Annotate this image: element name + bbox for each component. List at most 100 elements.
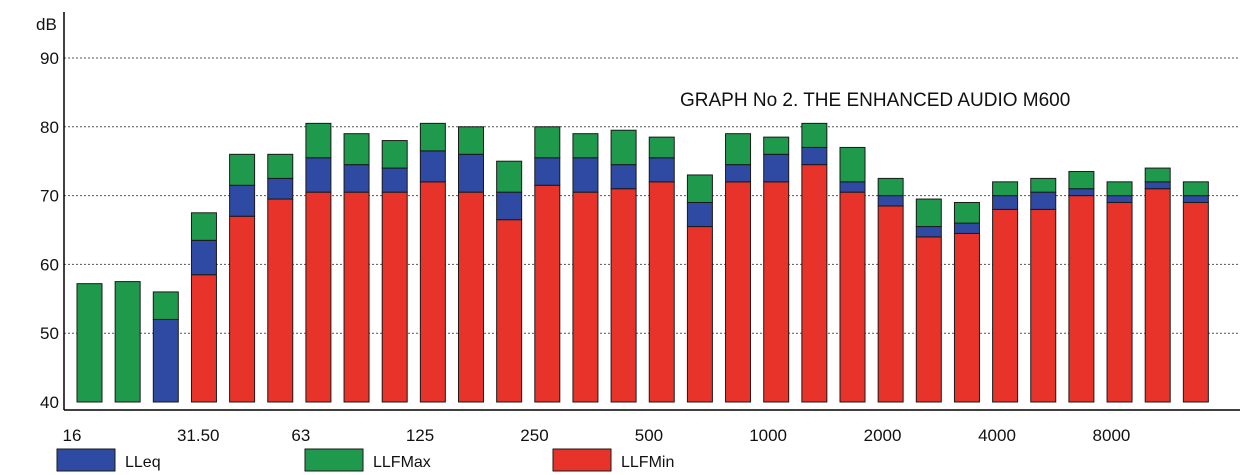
- bar-segment-llfmax: [458, 126, 484, 155]
- y-tick-label: 90: [40, 49, 59, 68]
- bar-segment-llfmin: [534, 184, 561, 403]
- legend-item-llfmax: LLFMax: [304, 448, 431, 472]
- bar-segment-llfmax: [725, 133, 752, 166]
- bar-segment-llfmax: [534, 126, 561, 159]
- x-tick-label: 125: [406, 426, 434, 445]
- y-tick-label: 80: [40, 118, 59, 137]
- chart-title: GRAPH No 2. THE ENHANCED AUDIO M600: [680, 90, 1070, 111]
- bar-segment-lleq: [572, 157, 599, 193]
- bar-segment-lleq: [534, 157, 561, 186]
- bar-segment-llfmax: [1030, 177, 1057, 193]
- bar-segment-llfmax: [992, 181, 1019, 197]
- y-tick-label: 40: [40, 393, 59, 412]
- bar-segment-llfmin: [572, 191, 599, 403]
- bar-segment-llfmax: [763, 136, 790, 155]
- bar-segment-lleq: [190, 239, 217, 276]
- x-axis-ticks: 16 31.50 63 125 250 500 1000 2000 4000 8000: [63, 426, 1131, 445]
- y-tick-label: 60: [40, 255, 59, 274]
- bar-segment-llfmin: [381, 191, 408, 403]
- bar-segment-llfmax: [915, 198, 942, 228]
- bar-segment-lleq: [610, 164, 637, 190]
- bar-segment-llfmin: [267, 198, 294, 403]
- bar-segment-llfmin: [305, 191, 332, 403]
- bar-segment-llfmin: [610, 188, 637, 403]
- bar-segment-llfmin: [648, 181, 675, 403]
- bar-segment-lleq: [763, 153, 790, 183]
- bar-segment-llfmin: [801, 164, 828, 403]
- bars: [76, 122, 1209, 403]
- bar-segment-llfmin: [343, 191, 370, 403]
- bar-segment-lleq: [152, 318, 179, 403]
- bar-segment-lleq: [1068, 188, 1095, 197]
- bar-segment-lleq: [229, 184, 256, 217]
- x-tick-label: 16: [63, 426, 82, 445]
- x-tick-label: 31.50: [177, 426, 220, 445]
- bar-segment-lleq: [877, 195, 904, 207]
- bar-segment-llfmax: [343, 133, 370, 166]
- bar-segment-llfmin: [839, 191, 866, 403]
- bar-segment-llfmin: [1144, 188, 1171, 403]
- bar-segment-llfmax: [1144, 167, 1171, 183]
- bar-segment-lleq: [801, 146, 828, 166]
- bar-segment-llfmin: [229, 215, 256, 403]
- bar-segment-llfmax: [114, 281, 141, 403]
- bar-segment-lleq: [839, 181, 866, 193]
- bar-segment-llfmax: [877, 177, 904, 197]
- bar-segment-lleq: [915, 226, 942, 238]
- bar-segment-llfmax: [648, 136, 675, 159]
- bar-segment-lleq: [419, 150, 446, 183]
- legend-label: LLeq: [125, 454, 161, 471]
- bar-segment-llfmin: [458, 191, 484, 403]
- bar-segment-llfmin: [992, 208, 1019, 403]
- bar-segment-llfmax: [1182, 181, 1209, 197]
- bar-segment-llfmax: [305, 122, 332, 159]
- bar-segment-lleq: [1182, 195, 1209, 203]
- bar-segment-llfmin: [1030, 208, 1057, 403]
- bar-segment-llfmin: [496, 219, 523, 403]
- legend-swatch: [552, 448, 612, 472]
- bar-segment-llfmax: [190, 212, 217, 241]
- bar-segment-lleq: [725, 164, 752, 183]
- bar-segment-llfmax: [381, 140, 408, 169]
- bar-segment-llfmax: [839, 146, 866, 183]
- bar-segment-llfmax: [572, 133, 599, 159]
- bar-segment-llfmax: [610, 129, 637, 166]
- bar-segment-llfmax: [496, 160, 523, 193]
- x-tick-label: 63: [291, 426, 310, 445]
- bar-segment-llfmin: [763, 181, 790, 403]
- x-tick-label: 500: [635, 426, 663, 445]
- bar-segment-llfmin: [725, 181, 752, 403]
- y-tick-label: 70: [40, 187, 59, 206]
- bar-segment-llfmax: [686, 174, 713, 203]
- bar-segment-llfmin: [1068, 195, 1095, 403]
- bar-segment-lleq: [1030, 191, 1057, 210]
- y-axis-ticks: 40 50 60 70 80 90: [40, 49, 59, 412]
- bar-segment-llfmin: [686, 226, 713, 403]
- legend-item-lleq: LLeq: [56, 448, 161, 472]
- bar-segment-lleq: [953, 222, 980, 234]
- bar-segment-llfmin: [953, 232, 980, 403]
- x-tick-label: 8000: [1093, 426, 1131, 445]
- bar-segment-llfmax: [229, 153, 256, 186]
- bar-segment-llfmin: [1182, 201, 1209, 403]
- legend-swatch: [56, 448, 116, 472]
- bar-segment-llfmax: [801, 122, 828, 148]
- x-tick-label: 250: [520, 426, 548, 445]
- bar-segment-llfmin: [915, 236, 942, 403]
- bar-segment-lleq: [686, 201, 713, 228]
- bar-segment-lleq: [343, 164, 370, 193]
- bar-segment-llfmax: [953, 201, 980, 224]
- bar-segment-llfmax: [419, 122, 446, 152]
- bar-segment-llfmax: [1068, 171, 1095, 190]
- bar-segment-lleq: [1106, 195, 1133, 203]
- y-axis-label: dB: [36, 15, 57, 34]
- bar-segment-llfmin: [877, 205, 904, 403]
- bar-segment-lleq: [648, 157, 675, 183]
- x-tick-label: 2000: [864, 426, 902, 445]
- bar-segment-llfmin: [1106, 201, 1133, 403]
- bar-segment-llfmax: [152, 291, 179, 320]
- legend-item-llfmin: LLFMin: [552, 448, 674, 472]
- y-tick-label: 50: [40, 324, 59, 343]
- legend-label: LLFMin: [621, 454, 674, 471]
